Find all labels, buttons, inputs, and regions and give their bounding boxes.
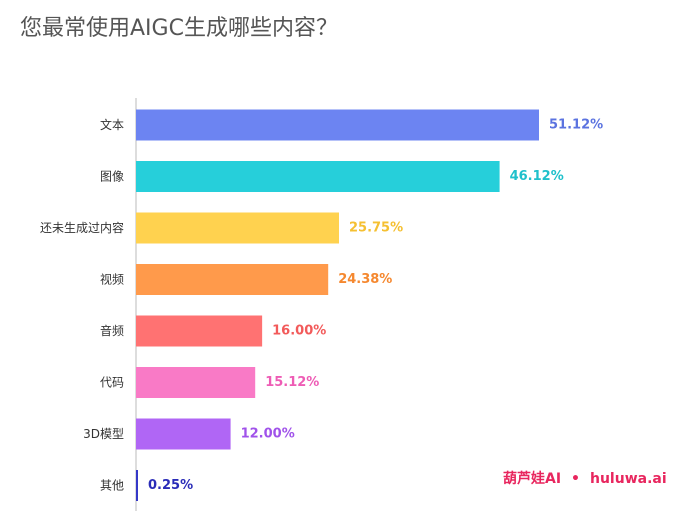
bar-1 xyxy=(136,161,500,192)
value-label-1: 46.12% xyxy=(510,169,564,184)
value-label-7: 0.25% xyxy=(148,478,193,493)
category-label-6: 3D模型 xyxy=(83,427,124,441)
category-label-3: 视频 xyxy=(100,272,124,287)
value-label-2: 25.75% xyxy=(349,221,403,236)
bar-6 xyxy=(136,418,231,450)
bar-3 xyxy=(136,264,329,295)
watermark-site: huluwa.ai xyxy=(590,471,667,487)
category-label-0: 文本 xyxy=(100,117,124,132)
value-label-4: 16.00% xyxy=(272,324,326,339)
bar-0 xyxy=(136,109,539,141)
watermark-separator: • xyxy=(571,471,580,487)
bar-7 xyxy=(136,470,138,501)
value-label-6: 12.00% xyxy=(241,427,295,442)
bar-5 xyxy=(136,367,256,398)
watermark-brand: 葫芦娃AI xyxy=(503,471,562,487)
category-label-7: 其他 xyxy=(100,479,124,493)
value-label-5: 15.12% xyxy=(265,375,319,390)
watermark: 葫芦娃AI • huluwa.ai xyxy=(503,468,667,488)
value-label-3: 24.38% xyxy=(338,272,392,287)
category-label-2: 还未生成过内容 xyxy=(40,220,124,235)
chart-title: 您最常使用AIGC生成哪些内容？ xyxy=(20,16,338,41)
category-label-5: 代码 xyxy=(100,376,124,390)
bar-4 xyxy=(136,315,263,347)
category-label-4: 音频 xyxy=(100,323,124,338)
category-label-1: 图像 xyxy=(100,170,124,184)
bar-2 xyxy=(136,212,339,244)
value-label-0: 51.12% xyxy=(549,118,603,133)
